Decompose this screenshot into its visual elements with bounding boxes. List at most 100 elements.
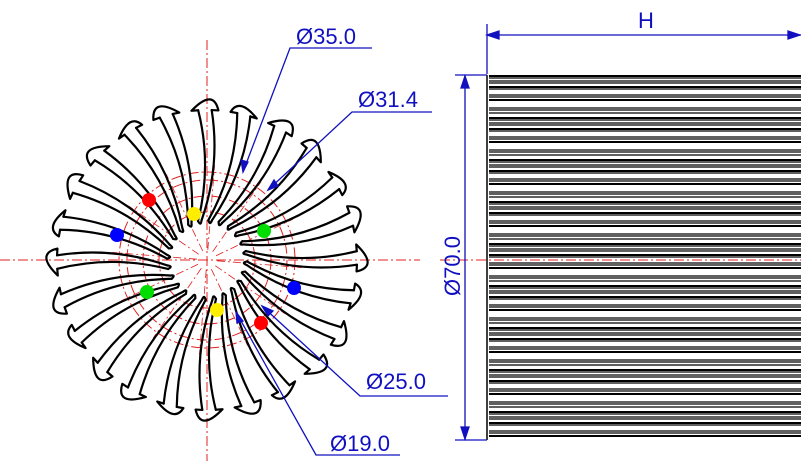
- fin-body: [227, 146, 318, 230]
- fin-tip: [66, 173, 85, 200]
- fin-root: [229, 286, 236, 293]
- fin-tip: [300, 138, 322, 164]
- fin-body: [242, 270, 343, 341]
- fin-root: [196, 219, 203, 225]
- fin-tip: [229, 104, 258, 120]
- fin-root: [221, 292, 227, 298]
- side-view: [440, 75, 801, 440]
- dimension-leaders: [235, 47, 448, 456]
- fin-root: [217, 220, 224, 227]
- radial-centerline: [199, 269, 207, 355]
- radial-centerline: [210, 268, 249, 346]
- fin-body: [241, 211, 355, 247]
- arrow-d19: [235, 309, 245, 324]
- d70-arrow-top: [460, 73, 470, 89]
- fin-body: [93, 149, 177, 240]
- marker-blue-left: [110, 228, 124, 242]
- fin-root: [174, 282, 181, 289]
- fin-tip: [85, 145, 111, 167]
- fin-body: [126, 295, 197, 396]
- radial-centerline: [128, 205, 199, 255]
- fin-tip: [267, 119, 294, 138]
- arrow-d35: [240, 159, 249, 175]
- side-view-fin-lines: [489, 75, 801, 437]
- radial-centerline: [216, 260, 302, 268]
- h-arrow-right: [787, 30, 801, 40]
- fin-body: [96, 290, 187, 374]
- fin-body: [55, 251, 170, 271]
- radial-centerline: [165, 174, 204, 252]
- fin-root: [200, 295, 207, 302]
- fin-tip: [156, 400, 185, 416]
- leader-d19: [235, 311, 400, 456]
- top-view-centerlines: [0, 40, 420, 461]
- fin-body: [71, 179, 172, 250]
- fin-root: [169, 274, 175, 280]
- fin-body: [207, 111, 252, 222]
- fin-tip: [345, 205, 362, 234]
- position-markers: [110, 193, 301, 330]
- marker-yellow-bottom: [210, 303, 224, 317]
- label-d19: Ø19.0: [330, 431, 390, 456]
- fin-body: [158, 112, 194, 226]
- fin-body: [220, 294, 256, 408]
- fin-body: [73, 283, 179, 344]
- diameter-70-dimension: [455, 73, 487, 442]
- fin-root: [178, 227, 185, 234]
- label-d70: Ø70.0: [440, 236, 465, 296]
- height-dimension: [484, 24, 801, 74]
- fin-tip: [233, 398, 262, 415]
- fin-root: [181, 289, 188, 296]
- radial-centerline: [112, 252, 198, 260]
- fin-root: [242, 260, 249, 267]
- radial-centerlines: [112, 165, 302, 355]
- fin-tip: [45, 247, 59, 277]
- fin-root: [236, 279, 243, 286]
- fin-tip: [355, 243, 369, 273]
- arrow-d31-4: [266, 178, 279, 192]
- fin-tip: [190, 98, 220, 112]
- fin-tip: [52, 286, 69, 315]
- fin-tip: [152, 105, 181, 122]
- fin-body: [123, 126, 184, 232]
- marker-red-top: [142, 193, 156, 207]
- fin-root: [226, 224, 233, 231]
- fin-tip: [117, 120, 144, 140]
- radial-centerline: [215, 265, 286, 315]
- fin-root: [233, 231, 240, 238]
- fin-tip: [329, 320, 348, 347]
- marker-yellow-top: [187, 207, 201, 221]
- marker-red-bottom: [254, 316, 268, 330]
- marker-blue-right: [287, 281, 301, 295]
- fin-root: [190, 293, 197, 300]
- label-d35: Ø35.0: [296, 24, 356, 49]
- fin-body: [59, 273, 173, 309]
- label-d31-4: Ø31.4: [358, 87, 418, 112]
- fin-root: [166, 264, 172, 271]
- fin-root: [171, 234, 178, 241]
- leader-d25: [261, 305, 448, 397]
- fin-body: [235, 176, 341, 237]
- fin-root: [187, 222, 193, 228]
- radial-centerline: [212, 181, 262, 252]
- fin-tip: [67, 323, 87, 350]
- radial-centerline: [152, 268, 202, 339]
- fin-root: [211, 295, 218, 301]
- fin-body: [230, 288, 291, 394]
- fin-body: [244, 249, 359, 269]
- circle-d31-4: [126, 179, 288, 341]
- label-d25: Ø25.0: [366, 369, 426, 394]
- arrow-d25: [260, 304, 275, 318]
- radial-centerline: [121, 263, 199, 302]
- fin-root: [207, 218, 214, 225]
- radial-centerline: [215, 218, 293, 257]
- fin-tip: [327, 170, 347, 197]
- fin-root: [242, 249, 248, 256]
- fin-body: [217, 124, 288, 225]
- fin-tip: [347, 282, 363, 311]
- radial-centerline: [207, 165, 215, 251]
- fin-tip: [51, 209, 67, 238]
- fin-tip: [92, 356, 114, 382]
- fin-root: [239, 240, 245, 246]
